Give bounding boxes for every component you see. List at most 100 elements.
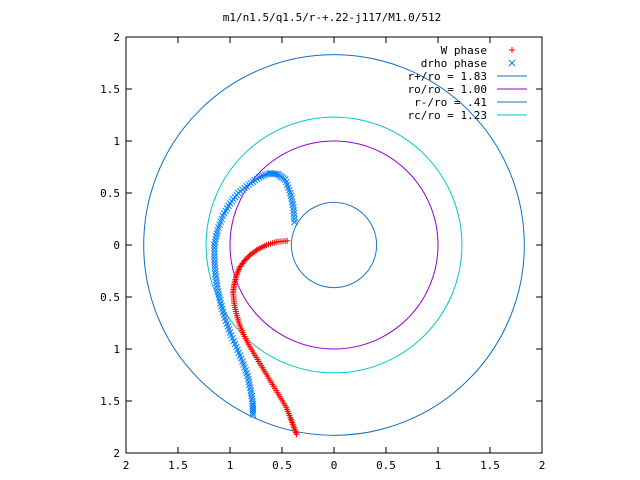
legend-marker [508,59,516,67]
data-point [211,253,218,261]
data-point [246,381,253,389]
data-point [264,170,271,178]
data-point [290,204,297,211]
y-tick-label: 2 [113,447,120,460]
axis-ticks: 2 1.5 1 0.5 0 0.5 1 1.5 221.510.500.511.52 [100,31,545,472]
data-point [241,363,248,371]
x-tick-label: 0.5 [376,459,396,472]
data-point [216,294,223,301]
data-point [262,171,269,179]
legend-label: ro/ro = 1.00 [408,83,487,96]
x-tick-label: 1 [435,459,442,472]
data-point [222,317,230,325]
data-point [239,358,246,365]
data-point [211,264,219,272]
data-point [285,186,293,194]
data-point [212,276,220,284]
data-point [229,334,236,342]
data-point [237,355,245,362]
data-point [290,212,298,220]
y-tick-label: 2 [113,31,120,44]
data-point [215,291,223,298]
data-point [247,389,255,397]
x-tick-label: 1.5 [168,459,188,472]
y-tick-label: 1.5 [100,83,120,96]
data-point [213,279,221,287]
data-point [240,361,247,368]
data-point [257,173,265,180]
legend-label: drho phase [421,57,487,70]
data-point [211,244,218,252]
y-tick-label: 0.5 [100,187,120,200]
data-point [283,181,291,189]
data-point [248,392,255,400]
data-point [221,314,229,322]
y-tick-label: 0 [113,239,120,252]
data-point [231,340,239,348]
data-point [232,343,240,351]
data-point [214,285,221,293]
data-point [211,256,218,263]
data-point [246,384,254,392]
drho-phase-points [211,169,298,418]
data-point [288,198,296,206]
data-point [212,270,219,278]
data-point [211,262,219,269]
data-point [287,192,295,200]
data-point [259,172,267,180]
legend-label: r-/ro = .41 [414,96,487,109]
data-point [218,305,226,313]
data-point [248,395,256,403]
w-phase-points [230,237,300,438]
y-tick-label: 0.5 [100,291,120,304]
data-point [266,169,273,177]
data-point [219,308,227,316]
data-points [211,169,300,438]
data-point [242,366,249,374]
data-point [211,259,218,266]
data-point [217,299,224,307]
data-point [290,215,298,223]
data-point [244,372,252,380]
data-point [212,273,220,281]
data-point [247,387,255,394]
data-point [211,267,219,275]
data-point [236,352,244,360]
data-point [223,320,231,327]
data-point [211,241,218,249]
data-point [290,210,298,217]
data-point [288,195,295,203]
data-point [235,349,243,357]
data-point [214,288,222,295]
circle-0.41 [290,201,378,289]
data-point [290,207,298,214]
data-point [234,346,241,354]
data-point [249,411,257,418]
y-tick-label: 1.5 [100,395,120,408]
data-point [243,369,250,377]
data-point [291,218,298,226]
data-point [227,331,235,339]
y-tick-label: 1 [113,343,120,356]
data-point [224,323,232,330]
data-point [226,329,234,336]
data-point [289,201,297,209]
circle-1.23 [205,116,463,374]
data-point [282,178,290,186]
data-point [284,184,292,191]
data-point [269,170,277,178]
legend-label: W phase [441,44,487,57]
legend-label: rc/ro = 1.23 [408,109,487,122]
data-point [213,282,221,290]
data-point [286,189,294,197]
data-point [244,375,252,383]
data-point [216,296,224,304]
x-tick-label: 2 [123,459,130,472]
data-point [211,247,218,255]
x-tick-label: 1 [227,459,234,472]
x-tick-label: 0 [331,459,338,472]
reference-circles [143,54,525,436]
x-tick-label: 1.5 [480,459,500,472]
